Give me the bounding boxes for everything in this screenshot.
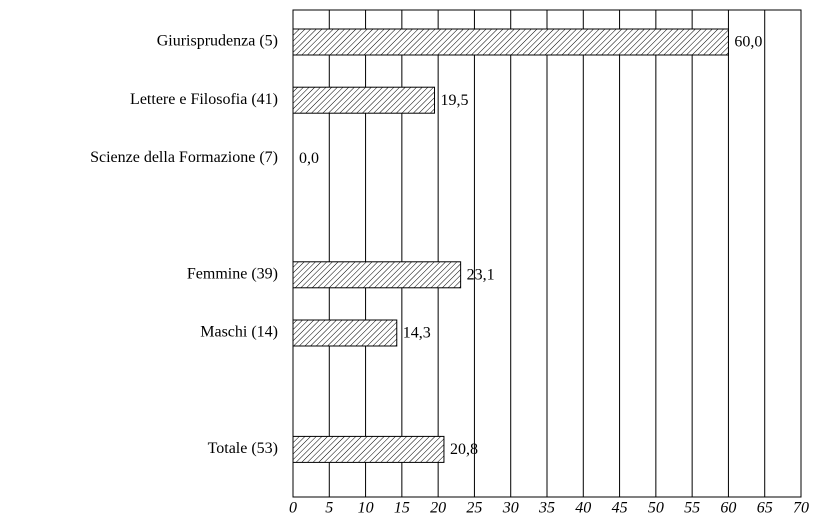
bar [292,261,462,289]
x-tick-label: 40 [575,500,591,517]
x-tick-label: 50 [648,500,664,517]
x-tick-label: 20 [430,500,446,517]
x-tick-label: 30 [502,500,519,517]
x-tick-label: 10 [358,500,374,517]
x-tick-label: 35 [538,500,555,517]
y-tick-label: Scienze della Formazione (7) [90,149,278,166]
data-label: 23,1 [467,266,495,283]
bar [292,435,445,463]
y-tick-label: Giurisprudenza (5) [157,33,278,50]
data-label: 14,3 [403,325,431,342]
y-tick-label: Maschi (14) [200,324,278,341]
data-label: 20,8 [450,441,478,458]
bar [292,319,398,347]
x-tick-label: 55 [684,500,700,517]
x-tick-label: 45 [612,500,628,517]
bar [292,86,436,114]
data-label: 0,0 [299,150,319,167]
y-tick-label: Lettere e Filosofia (41) [130,91,278,108]
x-tick-label: 15 [394,500,410,517]
y-tick-label: Totale (53) [208,440,278,457]
data-label: 60,0 [734,34,762,51]
x-tick-label: 70 [793,500,809,517]
y-tick-label: Femmine (39) [187,265,278,282]
x-tick-label: 0 [289,500,297,517]
x-tick-label: 60 [720,500,736,517]
data-label: 19,5 [441,92,469,109]
bar [292,28,729,56]
x-tick-label: 65 [757,500,773,517]
x-tick-label: 25 [466,500,482,517]
x-tick-label: 5 [325,500,333,517]
